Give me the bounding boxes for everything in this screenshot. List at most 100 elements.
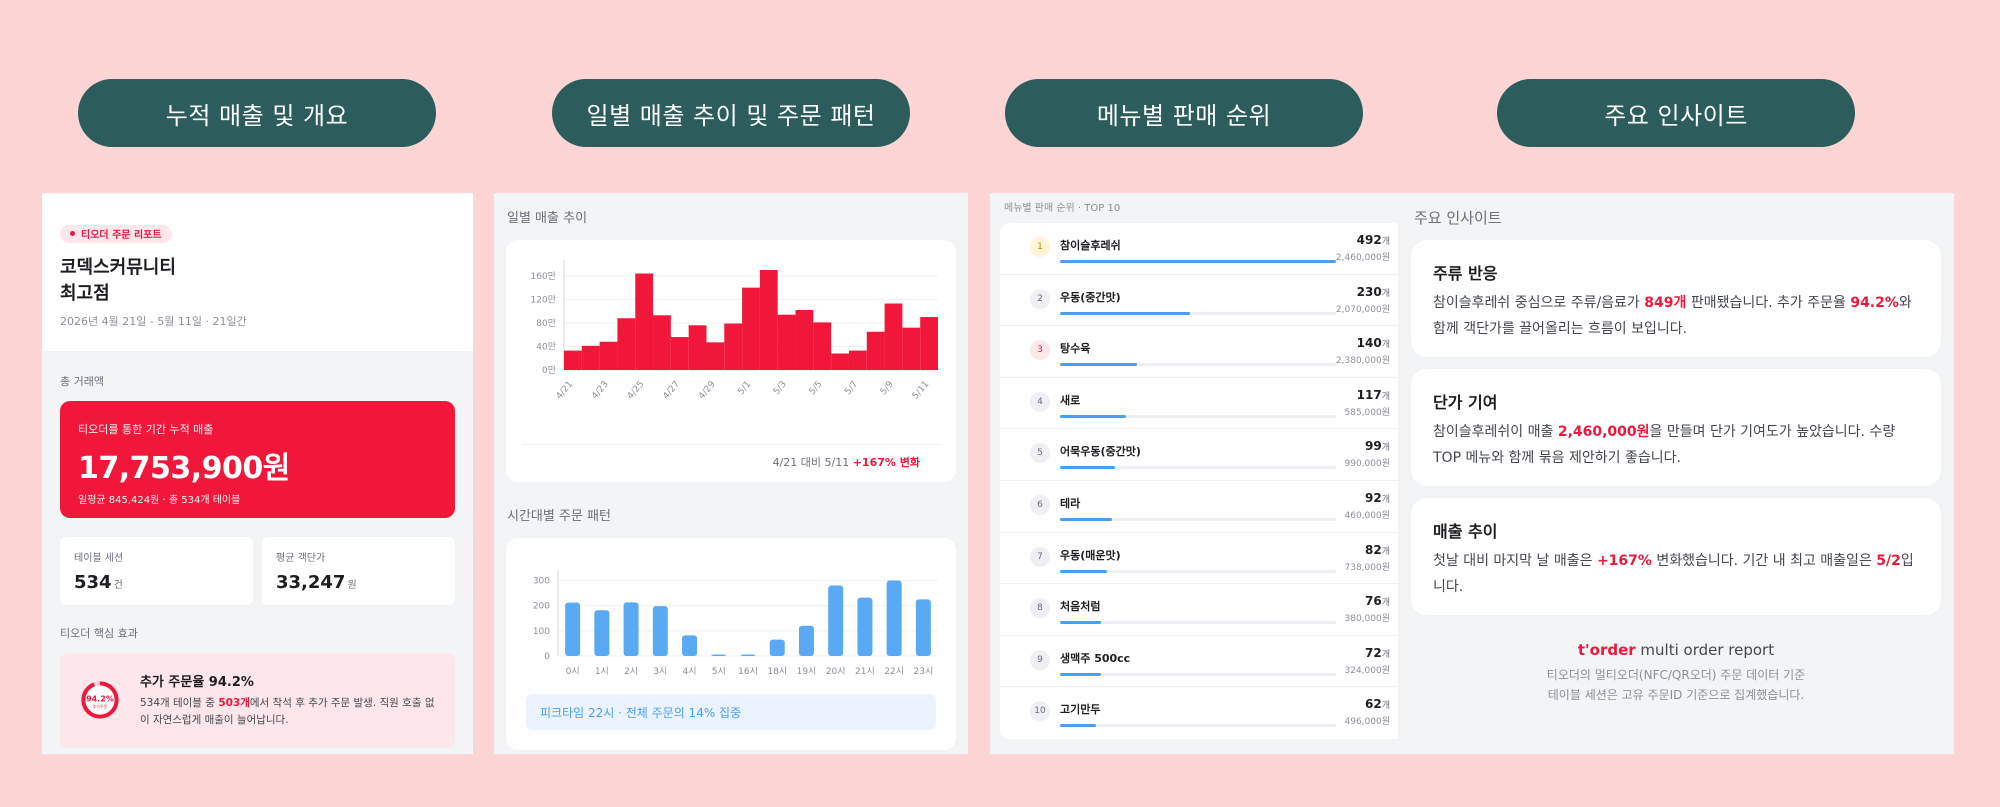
x-tick-label: 4/25 <box>626 380 647 402</box>
menu-amount: 496,000원 <box>1344 717 1391 728</box>
menu-count: 82개 <box>1345 543 1390 557</box>
ranking-values: 140개 2,380,000원 <box>1336 336 1390 366</box>
rank-badge: 6 <box>1030 494 1050 515</box>
x-tick-label: 5/7 <box>843 380 860 398</box>
insight-text: 변화했습니다. 기간 내 최고 매출일은 <box>1651 553 1877 569</box>
ranking-values: 92개 460,000원 <box>1345 491 1391 521</box>
report-footer: t'order multi order report 티오더의 멀티오더(NFC… <box>1398 641 1954 705</box>
menu-name: 어묵우동(중간맛) <box>1060 445 1141 459</box>
section-header-daily: 일별 매출 추이 및 주문 패턴 <box>552 79 910 147</box>
section-header-overview: 누적 매출 및 개요 <box>78 79 436 147</box>
x-tick-label: 4시 <box>683 666 697 677</box>
menu-count: 230개 <box>1336 285 1390 299</box>
hourly-bar <box>623 602 639 656</box>
sessions-value: 534 <box>74 571 112 593</box>
y-tick-label: 160만 <box>531 271 556 282</box>
insight-heading: 매출 추이 <box>1433 522 1498 541</box>
x-tick-label: 5/1 <box>736 380 753 398</box>
daily-bar <box>742 287 760 370</box>
x-tick-label: 1시 <box>595 666 609 677</box>
insights-panel: 주요 인사이트 주류 반응 참이슬후레쉬 중심으로 주류/음료가 849개 판매… <box>1398 193 1954 754</box>
store-name: 코덱스커뮤니티 최고점 <box>60 256 176 304</box>
menu-name: 참이슬후레쉬 <box>1060 239 1121 252</box>
hourly-bar <box>769 639 785 656</box>
x-tick-label: 4/29 <box>697 379 718 401</box>
ranking-main: 처음처럼 <box>1060 598 1336 625</box>
effect-desc: 534개 테이블 중 503개에서 착석 후 추가 주문 발생. 직원 호출 없… <box>140 695 435 729</box>
share-track <box>1060 517 1336 521</box>
ranking-panel: 메뉴별 판매 순위 · TOP 10 1 참이슬후레쉬 492개 2,460,000원… <box>990 193 1414 754</box>
effect-desc-highlight: 503개 <box>218 697 250 709</box>
menu-amount: 2,460,000원 <box>1335 253 1390 263</box>
daily-bar <box>635 273 654 370</box>
share-track <box>1060 569 1336 573</box>
insight-text: 첫날 대비 마지막 날 매출은 <box>1433 553 1597 569</box>
effect-card: 94.2% 추가주문 추가 주문율 94.2% 534개 테이블 중 503개에… <box>60 652 455 748</box>
x-tick-label: 5/9 <box>879 379 896 397</box>
avg-price-label: 평균 객단가 <box>276 552 326 564</box>
rank-badge: 8 <box>1030 598 1050 619</box>
ranking-row: 4 새로 117개 585,000원 <box>1000 378 1404 430</box>
x-tick-label: 5시 <box>712 666 726 677</box>
insight-card: 주류 반응 참이슬후레쉬 중심으로 주류/음료가 849개 판매됐습니다. 추가… <box>1411 240 1941 357</box>
hourly-bar <box>740 654 756 656</box>
dot-icon <box>70 231 75 236</box>
daily-chart-card: 0만 40만 80만 120만 160만 4/21 4/23 4/25 4/27 4/29 5/1 5… <box>506 240 956 482</box>
ranking-main: 고기만두 <box>1060 701 1336 728</box>
insight-highlight: 94.2% <box>1850 295 1899 311</box>
avg-price-unit: 원 <box>347 579 357 591</box>
y-tick-label: 300 <box>533 577 550 587</box>
insight-card: 매출 추이 첫날 대비 마지막 날 매출은 +167% 변화했습니다. 기간 내… <box>1411 498 1941 615</box>
menu-count-unit: 개 <box>1381 443 1390 454</box>
share-bar <box>1060 311 1190 315</box>
insight-body: 첫날 대비 마지막 날 매출은 +167% 변화했습니다. 기간 내 최고 매출… <box>1433 548 1919 600</box>
daily-bar <box>884 303 903 370</box>
insight-body: 참이슬후레쉬이 매출 2,460,000원을 만들며 단가 기여도가 높았습니다… <box>1433 419 1919 471</box>
menu-count-unit: 개 <box>1381 494 1390 505</box>
y-tick-label: 120만 <box>531 294 556 305</box>
footer-brand-line: t'order multi order report <box>1398 641 1954 659</box>
ranking-main: 생맥주 500cc <box>1060 650 1336 676</box>
effect-title: 추가 주문율 94.2% <box>139 675 254 690</box>
menu-count-value: 230 <box>1356 284 1382 299</box>
ranking-row: 5 어묵우동(중간맛) 99개 990,000원 <box>1000 429 1404 481</box>
ranking-row: 1 참이슬후레쉬 492개 2,460,000원 <box>1000 223 1404 275</box>
report-tag: 티오더 주문 리포트 <box>60 224 172 243</box>
share-bar <box>1060 672 1102 676</box>
ranking-values: 492개 2,460,000원 <box>1336 233 1390 263</box>
menu-amount: 738,000원 <box>1344 562 1391 573</box>
total-sales-card: 티오더를 통한 기간 누적 매출 17,753,900원 일평균 845,424… <box>60 400 455 518</box>
menu-count-value: 99 <box>1365 439 1382 454</box>
daily-bar <box>706 342 725 370</box>
daily-bar <box>920 317 938 370</box>
x-tick-label: 3시 <box>653 666 667 677</box>
menu-name: 우동(중간맛) <box>1060 290 1121 304</box>
hourly-bar <box>886 580 902 656</box>
daily-bar <box>564 350 582 370</box>
ranking-values: 72개 324,000원 <box>1345 646 1391 676</box>
daily-bar <box>670 337 689 370</box>
ranking-main: 어묵우동(중간맛) <box>1060 443 1336 470</box>
daily-bar <box>902 327 921 370</box>
effect-desc-a: 534개 테이블 중 <box>139 697 219 709</box>
hourly-bar <box>652 606 668 656</box>
ranking-row: 3 탕수육 140개 2,380,000원 <box>1000 326 1404 378</box>
share-track <box>1060 672 1336 676</box>
daily-bar <box>759 270 778 370</box>
x-tick-label: 4/23 <box>590 380 611 402</box>
menu-count-unit: 개 <box>1381 237 1390 247</box>
y-tick-label: 200 <box>533 602 550 612</box>
x-tick-label: 20시 <box>826 666 846 677</box>
daily-compare-a: 4/21 대비 5/11 <box>772 456 853 469</box>
share-track <box>1060 466 1336 470</box>
total-sales-detail: 일평균 845,424원 · 총 534개 테이블 <box>78 494 241 506</box>
daily-bar <box>724 323 743 370</box>
ranking-main: 탕수육 <box>1060 340 1336 367</box>
daily-bar <box>653 315 671 370</box>
y-tick-label: 100 <box>533 627 550 637</box>
section-header-insights: 주요 인사이트 <box>1497 79 1855 147</box>
y-tick-label: 80만 <box>536 318 556 329</box>
daily-panel: 일별 매출 추이 0만 40만 80만 120만 160만 4/21 4/23 4/25 4/2… <box>494 193 968 754</box>
insight-highlight: +167% <box>1596 553 1652 569</box>
peak-banner: 피크타임 22시 · 전체 주문의 14% 집중 <box>526 694 936 730</box>
